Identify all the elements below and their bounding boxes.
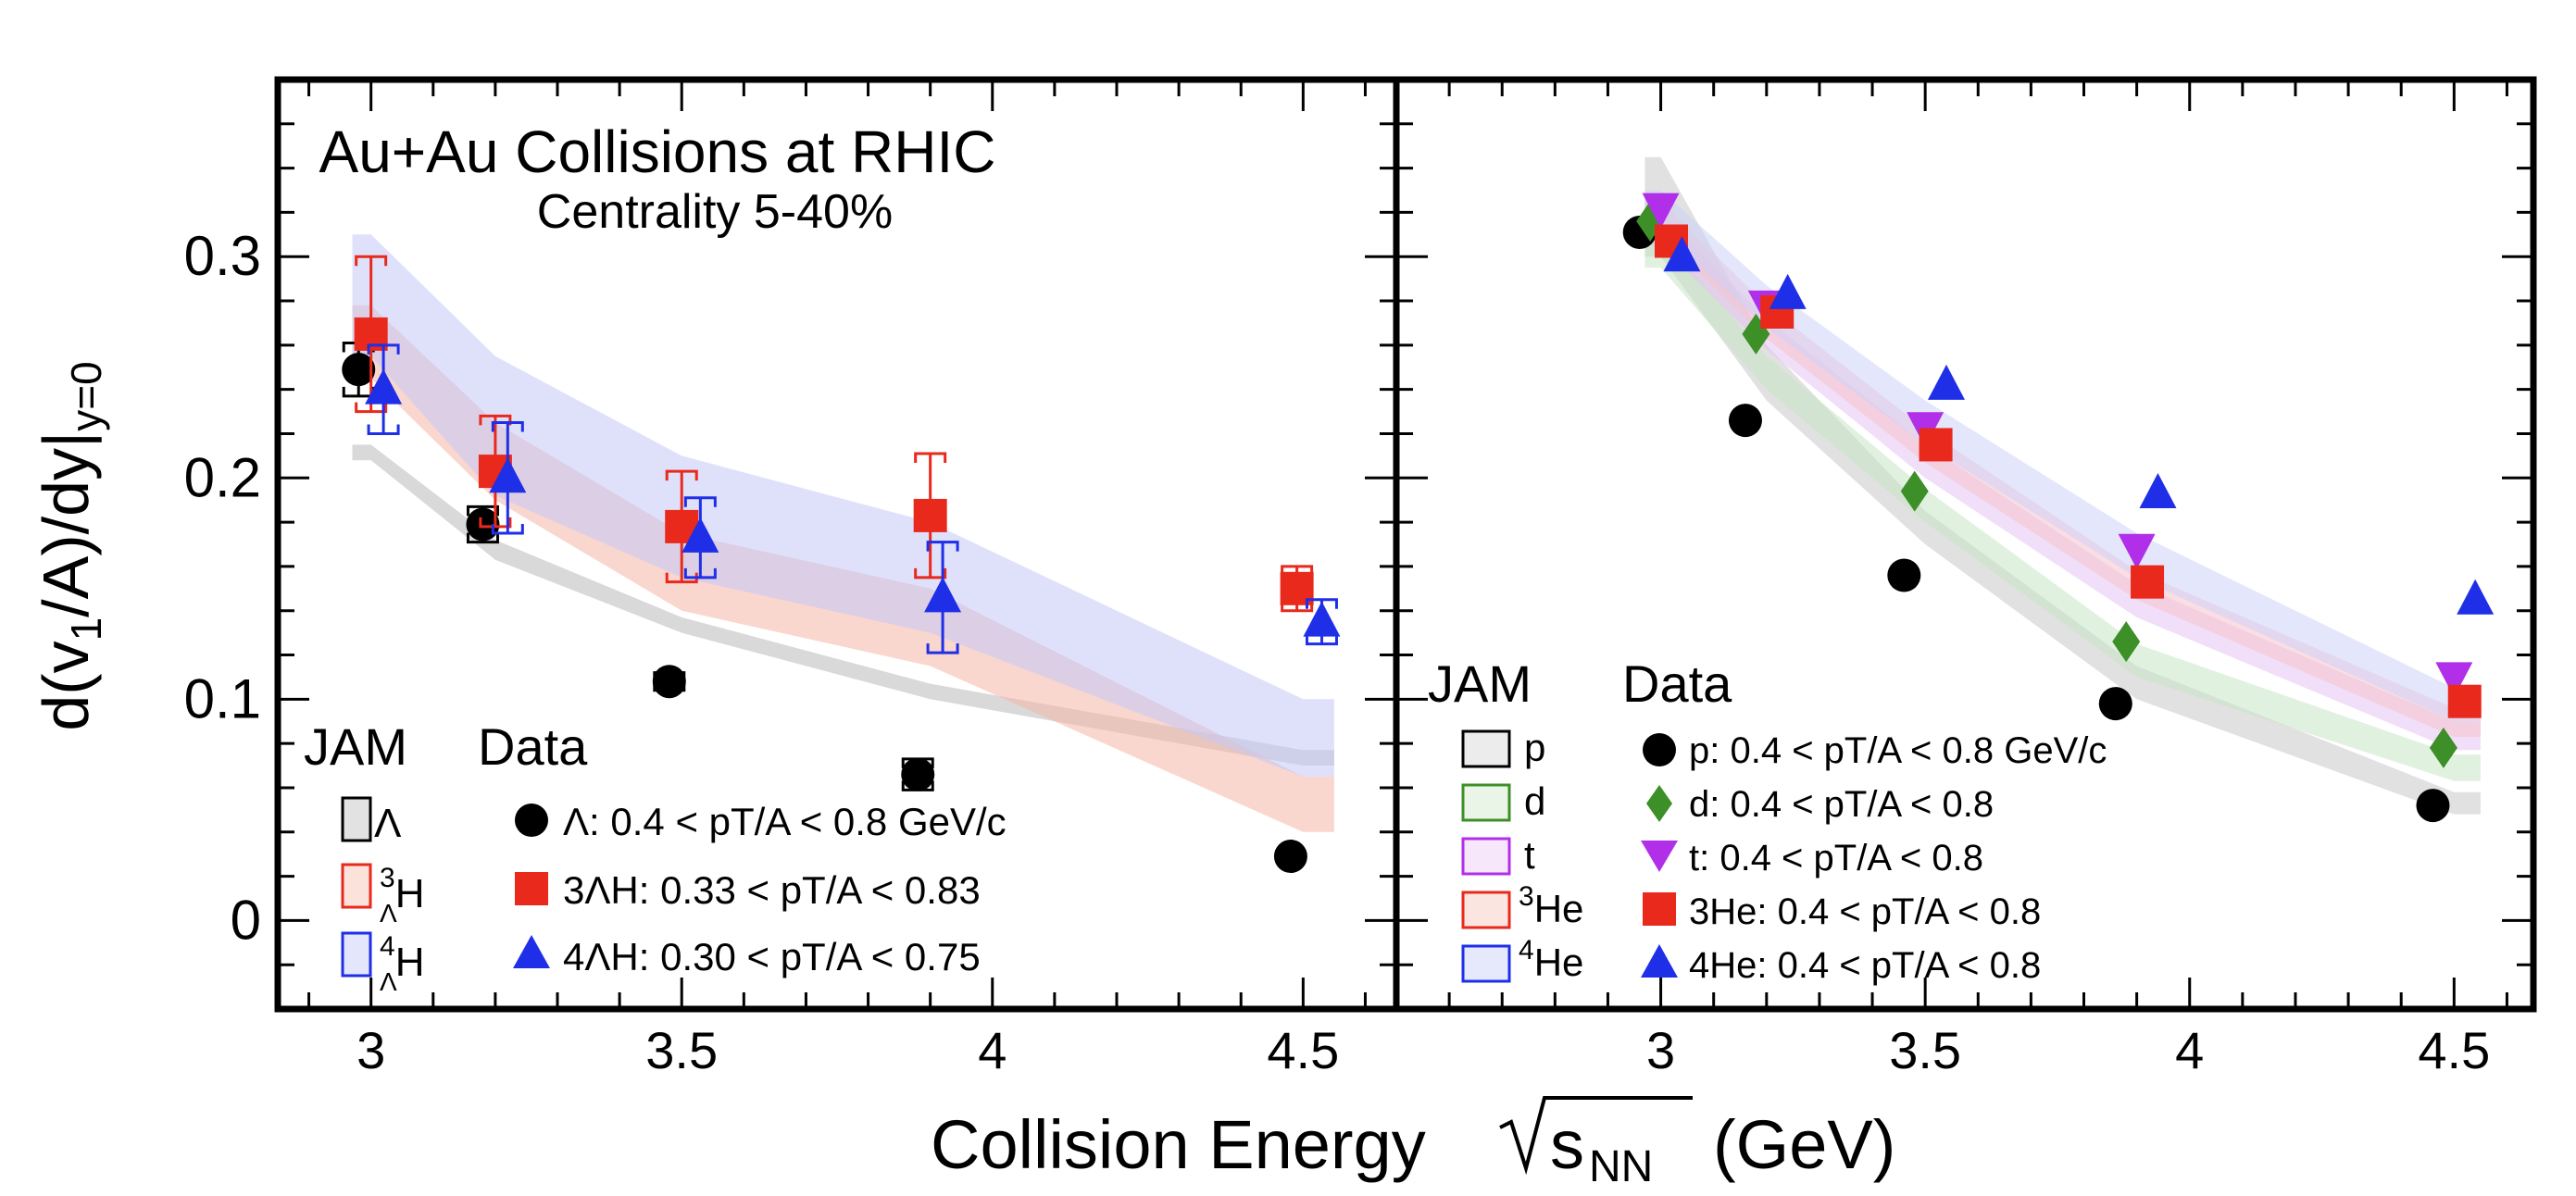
legend-marker-lambda	[515, 804, 548, 837]
y-axis-label: d(v1/A)/dy|y=0	[30, 361, 110, 730]
data-point-circle	[1728, 404, 1762, 438]
legend-jam-swatch-3he	[1461, 891, 1511, 929]
data-point-circle	[1273, 840, 1307, 874]
data-point-triangle-down	[1642, 193, 1680, 229]
legend-marker-3lh	[515, 872, 548, 905]
left-plot-area: 3 3.5 4 4.5 0 0.1 0.2 0.3	[184, 78, 1396, 1079]
legend-jam-label-p: p	[1524, 726, 1545, 769]
left-legend-data-header: Data	[478, 717, 588, 776]
y-tick-label: 0.2	[184, 446, 261, 508]
right-panel-frame	[1393, 76, 2537, 1013]
x-axis-label-s: s	[1550, 1106, 1584, 1183]
y-tick-label: 0.3	[184, 225, 261, 287]
legend-data-label-lambda: Λ: 0.4 < pT/A < 0.8 GeV/c	[563, 800, 1007, 843]
left-legend: Λ 3H Λ 4H Λ Λ: 0.4 < pT/A < 0.8 GeV/c 3Λ…	[341, 796, 1007, 996]
legend-data-label-4lh: 4ΛH: 0.30 < pT/A < 0.75	[563, 935, 981, 978]
legend-marker-4he	[1641, 944, 1678, 978]
x-tick-label: 4	[2175, 1021, 2204, 1079]
legend-jam-label-t: t	[1524, 833, 1535, 877]
data-point-triangle-down	[2435, 662, 2473, 698]
legend-jam-swatch-d	[1461, 783, 1511, 822]
legend-data-label-3he: 3He: 0.4 < pT/A < 0.8	[1689, 891, 2041, 932]
x-axis-label-unit: (GeV)	[1713, 1106, 1895, 1183]
x-axis-label: Collision Energy	[931, 1106, 1426, 1183]
legend-data-label-4he: 4He: 0.4 < pT/A < 0.8	[1689, 945, 2041, 986]
legend-data-label-t: t: 0.4 < pT/A < 0.8	[1689, 838, 1983, 878]
right-legend-jam-header: JAM	[1428, 654, 1532, 713]
data-point-circle	[652, 665, 686, 699]
legend-jam-swatch-p	[1461, 729, 1511, 768]
legend-marker-d	[1646, 785, 1672, 822]
data-point-circle	[2098, 687, 2132, 721]
data-point-triangle-down	[2118, 533, 2156, 569]
chart-title: Au+Au Collisions at RHIC	[319, 118, 996, 185]
legend-data-label-3lh: 3ΛH: 0.33 < pT/A < 0.83	[563, 868, 981, 912]
jam-band-1-4	[1644, 190, 2481, 722]
legend-jam-swatch-t	[1461, 837, 1511, 876]
data-point-diamond	[2112, 621, 2141, 663]
sqrt-sign	[1499, 1096, 1693, 1176]
data-point-triangle-up	[1928, 364, 1966, 400]
data-point-triangle-up	[489, 457, 527, 493]
data-point-circle	[901, 757, 935, 791]
data-point-square	[1919, 428, 1953, 462]
data-point-circle	[1887, 558, 1921, 592]
legend-jam-sub-3lh: Λ	[380, 899, 397, 928]
chart-subtitle: Centrality 5-40%	[537, 185, 893, 239]
legend-jam-swatch-3lh	[341, 863, 372, 909]
data-point-square	[2447, 684, 2482, 718]
data-point-triangle-up	[1303, 601, 1341, 637]
y-tick-label: 0.1	[184, 667, 261, 729]
data-point-circle	[342, 353, 376, 387]
right-legend: p d t 3He 4He p: 0.4 < pT/A < 0.8 GeV/c …	[1461, 726, 2107, 986]
y-tick-label: 0	[231, 889, 261, 951]
jam-band-0-1	[352, 305, 1334, 832]
legend-jam-label-d: d	[1524, 779, 1545, 823]
x-tick-label: 3	[356, 1021, 385, 1079]
legend-jam-label-3lh: 3H	[380, 863, 424, 916]
x-axis-label-sub: NN	[1589, 1142, 1653, 1191]
data-point-diamond	[2429, 727, 2457, 768]
legend-jam-label-4he: 4He	[1519, 935, 1583, 984]
legend-jam-label-lambda: Λ	[374, 801, 402, 846]
x-tick-label: 4.5	[2418, 1021, 2490, 1079]
legend-jam-sub-4lh: Λ	[380, 967, 397, 996]
data-point-triangle-up	[2457, 579, 2495, 615]
data-point-square	[913, 498, 947, 532]
legend-jam-label-4lh: 4H	[380, 931, 424, 985]
legend-marker-3he	[1643, 892, 1676, 926]
legend-jam-label-3he: 3He	[1519, 881, 1583, 930]
left-legend-jam-header: JAM	[304, 717, 407, 776]
data-point-triangle-up	[924, 577, 962, 613]
x-tick-label: 4.5	[1267, 1021, 1339, 1079]
x-tick-label: 4	[978, 1021, 1007, 1079]
x-tick-label: 3.5	[1889, 1021, 1961, 1079]
data-point-triangle-up	[2139, 473, 2177, 509]
x-tick-label: 3	[1646, 1021, 1675, 1079]
data-point-triangle-up	[1769, 273, 1807, 309]
data-point-triangle-up	[365, 368, 403, 405]
data-point-triangle-up	[1663, 236, 1701, 272]
data-point-circle	[466, 507, 500, 542]
legend-jam-swatch-4lh	[341, 931, 372, 978]
legend-marker-t	[1641, 841, 1678, 872]
data-point-diamond	[1900, 470, 1929, 512]
legend-jam-swatch-lambda	[341, 796, 372, 842]
legend-data-label-d: d: 0.4 < pT/A < 0.8	[1689, 784, 1994, 825]
legend-marker-4lh	[513, 935, 550, 968]
jam-band-1-0	[1644, 156, 2481, 815]
data-point-triangle-up	[682, 517, 719, 553]
right-legend-data-header: Data	[1622, 654, 1732, 713]
legend-marker-p	[1643, 733, 1676, 766]
data-point-square	[2131, 565, 2165, 599]
jam-band-0-2	[352, 234, 1334, 778]
data-point-circle	[2416, 789, 2450, 823]
legend-data-label-p: p: 0.4 < pT/A < 0.8 GeV/c	[1689, 730, 2107, 771]
legend-jam-swatch-4he	[1461, 944, 1511, 983]
x-tick-label: 3.5	[645, 1021, 718, 1079]
right-plot-area: 3 3.5 4 4.5	[1394, 78, 2533, 1079]
